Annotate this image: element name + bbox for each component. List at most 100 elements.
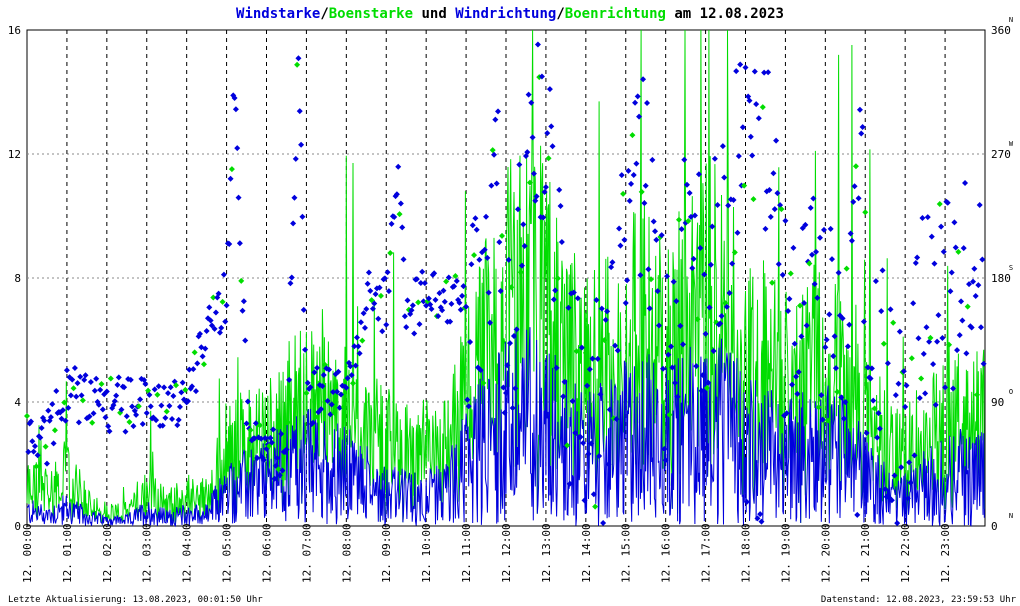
wind-direction-point bbox=[37, 434, 44, 441]
wind-direction-point bbox=[746, 97, 753, 104]
wind-direction-point bbox=[757, 511, 764, 518]
wind-direction-point bbox=[558, 239, 565, 246]
wind-direction-point bbox=[928, 233, 935, 240]
gust-direction-point bbox=[499, 232, 506, 239]
wind-direction-point bbox=[476, 256, 483, 263]
wind-direction-point bbox=[932, 401, 939, 408]
wind-direction-point bbox=[726, 289, 733, 296]
title-part-6: Boenrichtung bbox=[565, 6, 666, 22]
wind-direction-point bbox=[689, 265, 696, 272]
wind-direction-point bbox=[271, 475, 278, 482]
wind-direction-point bbox=[268, 439, 275, 446]
wind-direction-point bbox=[550, 296, 557, 303]
wind-direction-point bbox=[697, 244, 704, 251]
wind-direction-point bbox=[677, 322, 684, 329]
gust-direction-point bbox=[247, 427, 254, 434]
wind-direction-point bbox=[105, 423, 112, 430]
wind-direction-point bbox=[353, 334, 360, 341]
wind-direction-point bbox=[240, 298, 247, 305]
gust-direction-point bbox=[480, 379, 487, 386]
wind-direction-point bbox=[604, 308, 611, 315]
wind-direction-point bbox=[875, 410, 882, 417]
wind-direction-point bbox=[761, 69, 768, 76]
wind-direction-point bbox=[710, 348, 717, 355]
wind-direction-point bbox=[944, 199, 951, 206]
wind-direction-point bbox=[632, 99, 639, 106]
x-tick-9: 12. 09:00 bbox=[380, 523, 393, 583]
wind-direction-point bbox=[518, 262, 525, 269]
wind-direction-point bbox=[133, 411, 140, 418]
wind-direction-point bbox=[863, 429, 870, 436]
wind-direction-point bbox=[693, 363, 700, 370]
wind-direction-point bbox=[934, 338, 941, 345]
wind-direction-point bbox=[270, 426, 277, 433]
wind-direction-point bbox=[174, 422, 181, 429]
wind-direction-point bbox=[267, 435, 274, 442]
wind-direction-point bbox=[239, 307, 246, 314]
wind-direction-point bbox=[614, 347, 621, 354]
wind-direction-point bbox=[968, 324, 975, 331]
x-tick-0: 12. 00:00 bbox=[21, 523, 34, 583]
wind-direction-point bbox=[838, 394, 845, 401]
wind-direction-point bbox=[584, 382, 591, 389]
wind-direction-point bbox=[304, 379, 311, 386]
wind-direction-point bbox=[432, 296, 439, 303]
wind-direction-point bbox=[274, 455, 281, 462]
wind-direction-point bbox=[469, 222, 476, 229]
wind-direction-point bbox=[935, 312, 942, 319]
wind-direction-point bbox=[789, 381, 796, 388]
wind-direction-point bbox=[650, 218, 657, 225]
gust-direction-point bbox=[955, 248, 962, 255]
wind-direction-point bbox=[548, 123, 555, 130]
wind-direction-point bbox=[951, 219, 958, 226]
wind-direction-point bbox=[976, 202, 983, 209]
gust-direction-point bbox=[303, 390, 310, 397]
wind-direction-point bbox=[162, 414, 169, 421]
gust-direction-point bbox=[219, 298, 226, 305]
wind-direction-point bbox=[681, 156, 688, 163]
wind-direction-point bbox=[260, 457, 267, 464]
wind-direction-point bbox=[360, 310, 367, 317]
gust-direction-point bbox=[517, 269, 524, 276]
title-part-5: / bbox=[556, 6, 564, 22]
wind-direction-point bbox=[678, 226, 685, 233]
wind-direction-point bbox=[642, 182, 649, 189]
wind-direction-point bbox=[194, 360, 201, 367]
wind-direction-point bbox=[538, 73, 545, 80]
wind-direction-point bbox=[569, 398, 576, 405]
wind-direction-point bbox=[864, 364, 871, 371]
wind-direction-point bbox=[782, 217, 789, 224]
x-tick-8: 12. 08:00 bbox=[340, 523, 353, 583]
wind-direction-point bbox=[580, 440, 587, 447]
gust-direction-point bbox=[70, 385, 77, 392]
data-status-text: Datenstand: 12.08.2023, 23:59:53 Uhr bbox=[821, 595, 1017, 605]
wind-direction-point bbox=[50, 440, 57, 447]
wind-direction-point bbox=[192, 388, 199, 395]
wind-direction-point bbox=[447, 318, 454, 325]
wind-direction-point bbox=[102, 414, 109, 421]
wind-direction-point bbox=[663, 273, 670, 280]
wind-direction-point bbox=[496, 239, 503, 246]
gust-direction-point bbox=[946, 341, 953, 348]
wind-direction-point bbox=[894, 520, 901, 527]
gust-direction-point bbox=[601, 337, 608, 344]
gust-direction-point bbox=[294, 61, 301, 68]
wind-direction-point bbox=[923, 324, 930, 331]
wind-direction-point bbox=[278, 430, 285, 437]
wind-direction-point bbox=[884, 360, 891, 367]
wind-direction-point bbox=[766, 187, 773, 194]
wind-direction-point bbox=[41, 417, 48, 424]
wind-direction-point bbox=[641, 200, 648, 207]
wind-direction-point bbox=[755, 115, 762, 122]
wind-direction-point bbox=[743, 498, 750, 505]
wind-direction-point bbox=[220, 271, 227, 278]
wind-direction-point bbox=[216, 329, 223, 336]
wind-direction-point bbox=[699, 372, 706, 379]
wind-direction-point bbox=[896, 328, 903, 335]
wind-direction-point bbox=[504, 362, 511, 369]
wind-direction-point bbox=[75, 419, 82, 426]
wind-direction-point bbox=[510, 333, 517, 340]
wind-direction-point bbox=[351, 343, 358, 350]
wind-direction-point bbox=[705, 379, 712, 386]
wind-direction-point bbox=[690, 255, 697, 262]
